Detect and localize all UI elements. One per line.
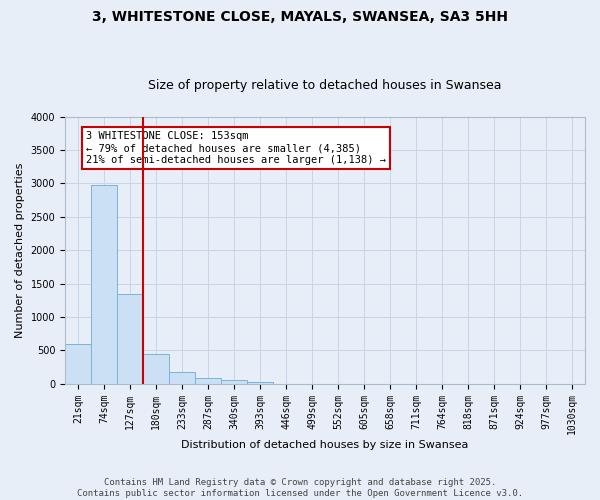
Bar <box>195 378 221 384</box>
Y-axis label: Number of detached properties: Number of detached properties <box>15 162 25 338</box>
Text: Contains HM Land Registry data © Crown copyright and database right 2025.
Contai: Contains HM Land Registry data © Crown c… <box>77 478 523 498</box>
X-axis label: Distribution of detached houses by size in Swansea: Distribution of detached houses by size … <box>181 440 469 450</box>
Bar <box>221 380 247 384</box>
Text: 3, WHITESTONE CLOSE, MAYALS, SWANSEA, SA3 5HH: 3, WHITESTONE CLOSE, MAYALS, SWANSEA, SA… <box>92 10 508 24</box>
Bar <box>117 294 143 384</box>
Bar <box>143 354 169 384</box>
Bar <box>247 382 273 384</box>
Bar <box>91 185 117 384</box>
Bar <box>169 372 195 384</box>
Bar <box>65 344 91 384</box>
Text: 3 WHITESTONE CLOSE: 153sqm
← 79% of detached houses are smaller (4,385)
21% of s: 3 WHITESTONE CLOSE: 153sqm ← 79% of deta… <box>86 132 386 164</box>
Title: Size of property relative to detached houses in Swansea: Size of property relative to detached ho… <box>148 79 502 92</box>
